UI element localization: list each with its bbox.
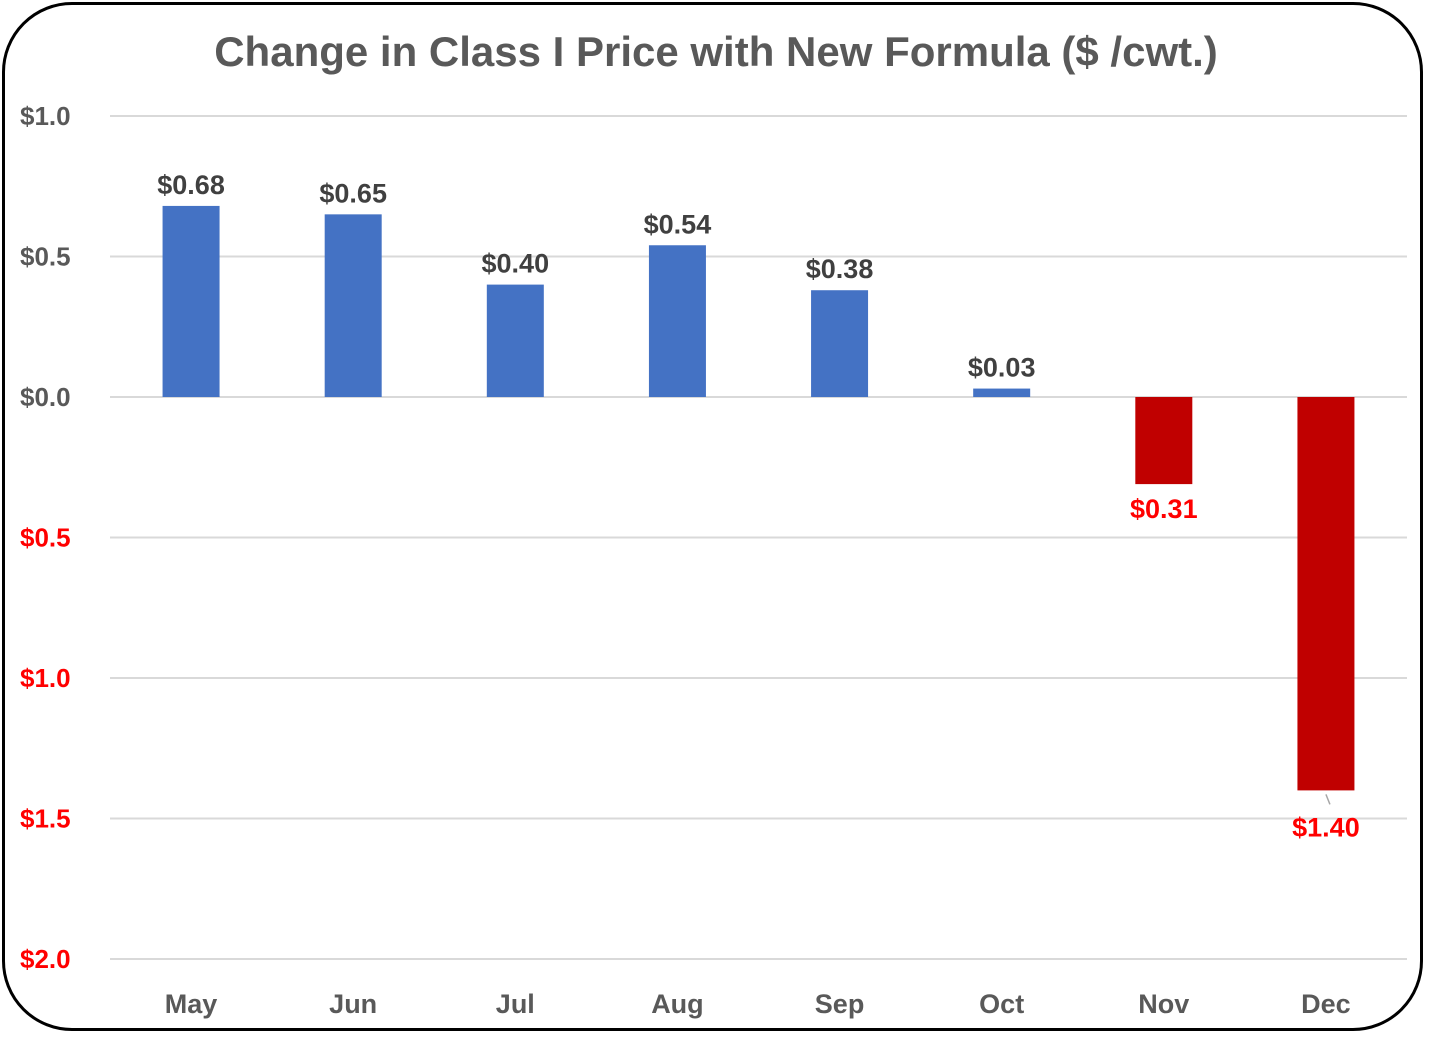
bar-jun xyxy=(324,214,382,397)
y-tick-label: $0.5 xyxy=(20,242,71,272)
bar-jul xyxy=(486,284,544,397)
y-tick-label: $0.0 xyxy=(20,382,71,412)
category-label-jul: Jul xyxy=(496,989,535,1019)
bar-may xyxy=(162,205,220,397)
category-label-sep: Sep xyxy=(815,989,865,1019)
data-label-dec: $1.40 xyxy=(1292,812,1360,842)
data-label-sep: $0.38 xyxy=(806,254,874,284)
y-axis-tick-labels: $1.0 $0.5 $0.0 $0.5 $1.0 $1.5 $2.0 xyxy=(20,101,71,974)
y-tick-label: $1.0 xyxy=(20,663,71,693)
category-label-jun: Jun xyxy=(329,989,377,1019)
y-tick-label: $1.5 xyxy=(20,804,71,834)
category-label-aug: Aug xyxy=(651,989,703,1019)
category-label-dec: Dec xyxy=(1301,989,1351,1019)
data-label-jul: $0.40 xyxy=(482,249,550,279)
leader-line xyxy=(1325,794,1331,805)
x-axis-category-labels: May Jun Jul Aug Sep Oct Nov Dec xyxy=(165,989,1351,1019)
bar-nov xyxy=(1135,397,1193,485)
gridlines xyxy=(110,115,1407,960)
data-label-aug: $0.54 xyxy=(644,209,712,239)
category-label-nov: Nov xyxy=(1138,989,1189,1019)
data-labels: $0.68 $0.65 $0.40 $0.54 $0.38 $0.03 $0.31 $1.40 xyxy=(157,170,1359,842)
chart-title: Change in Class I Price with New Formula… xyxy=(214,28,1218,75)
category-label-may: May xyxy=(165,989,218,1019)
data-label-nov: $0.31 xyxy=(1130,494,1198,524)
data-label-oct: $0.03 xyxy=(968,353,1036,383)
bar-oct xyxy=(973,388,1031,397)
bar-sep xyxy=(811,290,869,397)
y-tick-label: $0.5 xyxy=(20,523,71,553)
y-tick-label: $2.0 xyxy=(20,944,71,974)
leader-lines xyxy=(1325,794,1331,805)
bar-dec xyxy=(1297,397,1355,791)
category-label-oct: Oct xyxy=(979,989,1024,1019)
data-label-may: $0.68 xyxy=(157,170,225,200)
bars xyxy=(162,205,1355,791)
data-label-jun: $0.65 xyxy=(319,178,387,208)
bar-aug xyxy=(648,245,706,397)
y-tick-label: $1.0 xyxy=(20,101,71,131)
